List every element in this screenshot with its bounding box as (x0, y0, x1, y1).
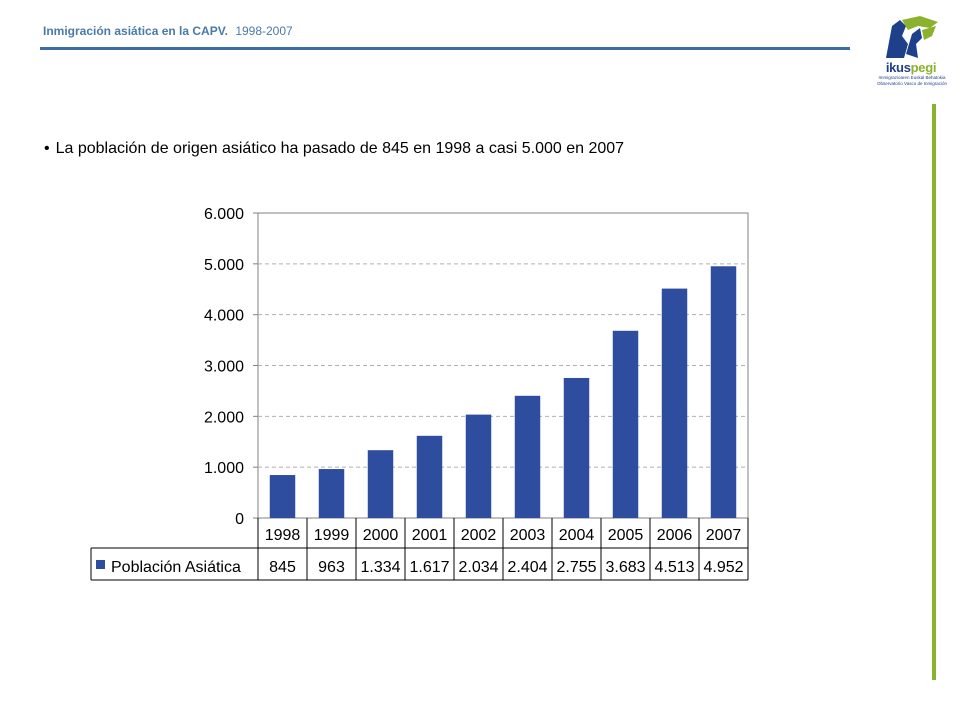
y-tick-label: 2.000 (204, 409, 244, 426)
data-label: 2.755 (556, 559, 596, 576)
x-tick-label: 2006 (657, 527, 693, 544)
x-tick-label: 2001 (412, 527, 448, 544)
data-label: 3.683 (605, 559, 645, 576)
legend-label: Población Asiática (111, 559, 241, 576)
bar-2002 (465, 414, 492, 518)
x-tick-label: 2005 (608, 527, 644, 544)
bar-2005 (612, 330, 639, 518)
bar-1998 (269, 475, 296, 518)
data-label: 2.034 (458, 559, 498, 576)
data-label: 845 (269, 559, 296, 576)
y-tick-label: 0 (235, 511, 244, 528)
data-label: 4.513 (654, 559, 694, 576)
data-label: 2.404 (507, 559, 547, 576)
legend-swatch (96, 560, 105, 569)
x-tick-label: 1999 (314, 527, 350, 544)
y-tick-label: 6.000 (204, 206, 244, 223)
ikuspegi-logo: ikuspegi Immigrazioaren Euskal Behatokia… (872, 14, 950, 98)
x-tick-label: 2004 (559, 527, 595, 544)
logo-wordmark: ikuspegi (885, 60, 937, 75)
data-label: 4.952 (703, 559, 743, 576)
bar-2000 (367, 450, 394, 518)
x-tick-label: 2000 (363, 527, 399, 544)
y-tick-label: 3.000 (204, 359, 244, 376)
right-accent-bar (932, 104, 936, 680)
x-tick-label: 2002 (461, 527, 497, 544)
data-label: 963 (318, 559, 345, 576)
x-tick-label: 2003 (510, 527, 546, 544)
x-tick-label: 1998 (265, 527, 301, 544)
bar-1999 (318, 469, 345, 518)
bullet-text: La población de origen asiático ha pasad… (55, 140, 625, 157)
bar-2001 (416, 435, 443, 518)
bar-2007 (710, 266, 737, 518)
data-label: 1.334 (360, 559, 400, 576)
bullet-symbol: • (44, 140, 50, 157)
logo-subtitle: Immigrazioaren Euskal Behatokia Observat… (877, 75, 947, 86)
bar-2004 (563, 377, 590, 518)
bullet-statement: • La población de origen asiático ha pasa… (44, 140, 624, 158)
y-tick-label: 5.000 (204, 257, 244, 274)
header-divider (40, 47, 850, 50)
x-tick-label: 2007 (706, 527, 742, 544)
bar-2006 (661, 288, 688, 518)
page-title: Inmigración asiática en la CAPV. 1998-20… (43, 24, 293, 38)
data-label: 1.617 (409, 559, 449, 576)
y-tick-label: 1.000 (204, 460, 244, 477)
y-tick-label: 4.000 (204, 308, 244, 325)
page-title-years: 1998-2007 (235, 24, 293, 38)
logo-mark-icon (886, 16, 938, 58)
bar-2003 (514, 395, 541, 518)
page-title-text: Inmigración asiática en la CAPV. (43, 24, 228, 38)
